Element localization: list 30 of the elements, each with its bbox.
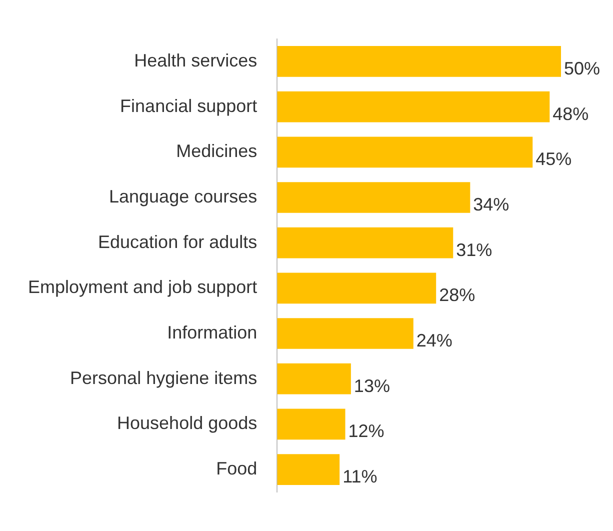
bar <box>277 182 470 213</box>
data-label: 34% <box>473 194 510 214</box>
data-label: 28% <box>439 285 476 306</box>
y-tick-label: Employment and job support <box>28 277 258 298</box>
y-tick-label: Health services <box>134 50 258 70</box>
data-label: 13% <box>354 376 390 396</box>
data-label: 12% <box>348 421 384 442</box>
data-label: 48% <box>552 104 589 124</box>
y-tick-label: Household goods <box>117 413 258 434</box>
y-tick-label: Medicines <box>176 141 258 162</box>
data-label: 31% <box>456 240 492 260</box>
bar <box>277 408 346 440</box>
y-tick-label: Financial support <box>120 96 258 116</box>
bar <box>277 46 561 77</box>
bar <box>277 272 436 304</box>
data-label: 11% <box>342 466 378 486</box>
data-label: 50% <box>564 58 600 78</box>
bar <box>277 454 340 485</box>
bar <box>277 136 533 168</box>
bar <box>277 227 454 258</box>
data-label: 24% <box>416 330 452 350</box>
bar <box>277 91 550 122</box>
bar <box>277 318 414 349</box>
y-tick-label: Language courses <box>109 186 258 206</box>
y-tick-label: Education for adults <box>98 232 258 252</box>
y-tick-label: Information <box>167 322 258 342</box>
y-tick-label: Personal hygiene items <box>70 368 258 388</box>
bar <box>277 363 351 394</box>
data-label: 45% <box>536 149 572 170</box>
y-tick-label: Food <box>216 458 258 478</box>
